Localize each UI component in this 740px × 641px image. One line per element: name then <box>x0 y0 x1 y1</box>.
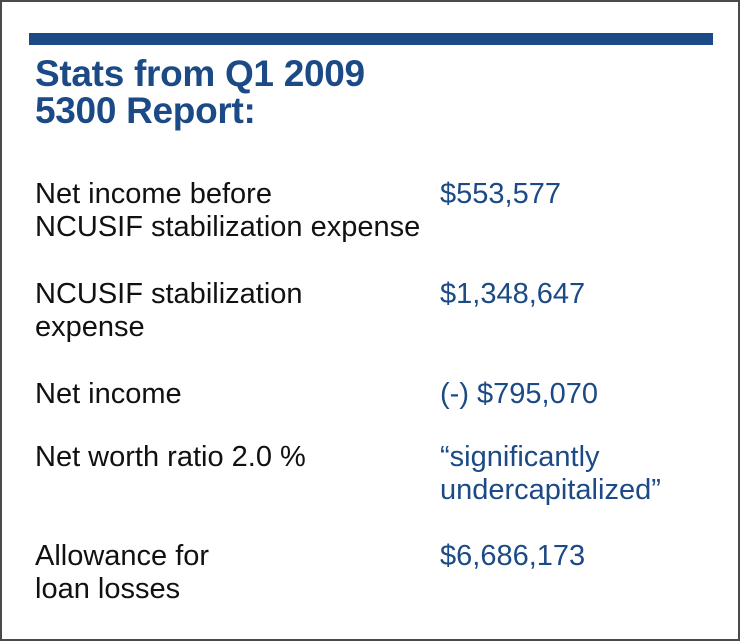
stat-label-net-worth-ratio: Net worth ratio 2.0 % <box>35 441 306 473</box>
stat-value-stabilization-expense: $1,348,647 <box>440 278 586 310</box>
stat-label-stabilization-expense: NCUSIF stabilization expense <box>35 278 303 343</box>
stat-value-net-worth-ratio: “significantly undercapitalized” <box>440 441 661 506</box>
header-rule <box>29 33 713 45</box>
stat-value-net-income-before-expense: $553,577 <box>440 178 561 210</box>
stat-value-net-income: (-) $795,070 <box>440 378 598 410</box>
stat-label-allowance-loan-losses: Allowance for loan losses <box>35 540 210 605</box>
stat-label-net-income-before-expense: Net income before NCUSIF stabilization e… <box>35 178 421 243</box>
stat-label-net-income: Net income <box>35 378 182 410</box>
stat-value-allowance-loan-losses: $6,686,173 <box>440 540 586 572</box>
panel-title: Stats from Q1 2009 5300 Report: <box>35 53 365 131</box>
